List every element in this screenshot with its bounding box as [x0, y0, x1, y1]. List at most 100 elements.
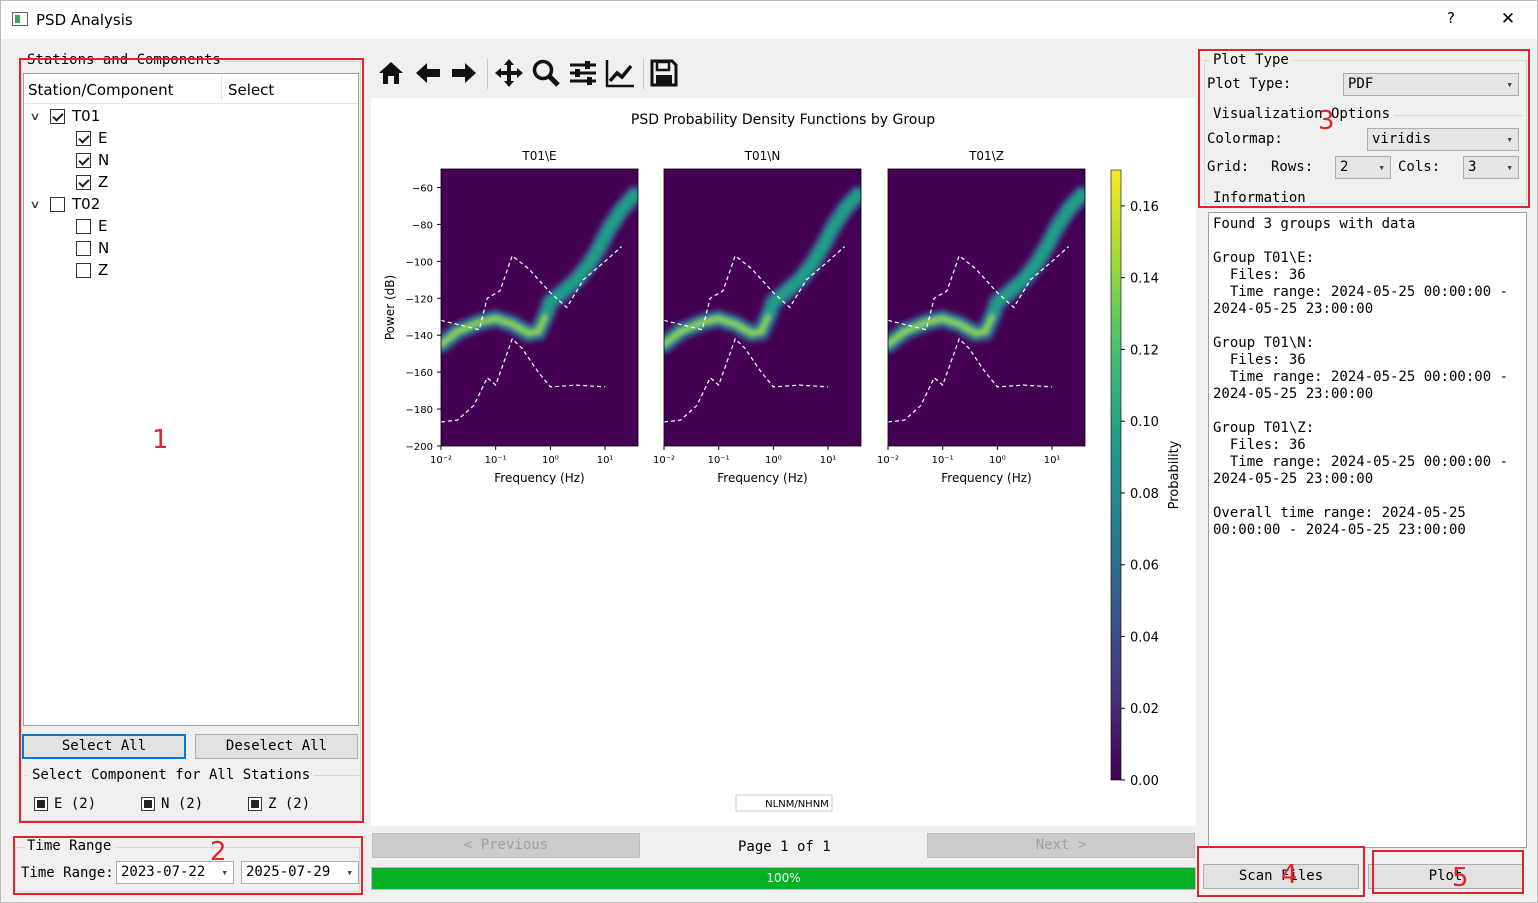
time-range-label: Time Range:: [21, 865, 114, 881]
plot-type-group-title: Plot Type: [1209, 52, 1293, 68]
x-tick-label: 10¹: [597, 455, 614, 466]
subplot-1: [437, 168, 639, 450]
legend-label: NLNM/NHNM: [765, 799, 829, 810]
component-z-checkbox[interactable]: Z (2): [248, 796, 310, 812]
component-label: E: [98, 129, 108, 147]
plot-type-select[interactable]: PDF ▾: [1343, 73, 1519, 96]
edit-axes-icon[interactable]: [604, 57, 636, 89]
tree-component-1-2[interactable]: Z: [76, 260, 108, 280]
component-checkbox[interactable]: [76, 240, 91, 256]
plot-button[interactable]: Plot: [1368, 864, 1523, 889]
time-range-group-title: Time Range: [23, 838, 116, 854]
title-bar: PSD Analysis ? ✕: [1, 1, 1537, 39]
component-checkbox[interactable]: [76, 152, 91, 168]
previous-page-button[interactable]: < Previous: [372, 833, 640, 858]
component-group-title: Select Component for All Stations: [28, 767, 315, 783]
cols-spinbox[interactable]: 3 ▾: [1463, 156, 1519, 179]
stations-group-title: Stations and Components: [23, 52, 225, 68]
y-tick-label: −60: [412, 183, 433, 194]
x-tick-label: 10⁰: [542, 455, 559, 466]
component-checkbox[interactable]: [76, 130, 91, 146]
rows-spinbox[interactable]: 2 ▾: [1335, 156, 1391, 179]
home-icon[interactable]: [375, 57, 407, 89]
pan-icon[interactable]: [493, 57, 525, 89]
figure-title: PSD Probability Density Functions by Gro…: [631, 112, 935, 128]
plot-canvas[interactable]: PSD Probability Density Functions by Gro…: [371, 98, 1196, 826]
end-date-field[interactable]: 2025-07-29 ▾: [241, 861, 359, 884]
x-tick-label: 10¹: [1044, 455, 1061, 466]
component-label: N: [98, 239, 110, 257]
colorbar-tick-label: 0.16: [1130, 200, 1159, 215]
forward-icon[interactable]: [448, 57, 480, 89]
pdf-peak: [664, 314, 771, 347]
plot-type-label: Plot Type:: [1207, 76, 1292, 92]
configure-subplots-icon[interactable]: [567, 57, 599, 89]
station-checkbox[interactable]: [50, 108, 65, 124]
help-button[interactable]: ?: [1447, 9, 1455, 27]
next-page-button[interactable]: Next >: [927, 833, 1195, 858]
colorbar-tick-label: 0.06: [1130, 559, 1159, 574]
colorbar-tick-label: 0.00: [1130, 774, 1159, 789]
app-icon: [12, 12, 28, 26]
x-tick-label: 10⁰: [989, 455, 1006, 466]
colorbar-tick-label: 0.04: [1130, 630, 1159, 645]
rows-label: Rows:: [1271, 159, 1314, 175]
pdf-peak: [441, 314, 548, 347]
chevron-down-icon[interactable]: ∨: [29, 109, 41, 123]
component-e-checkbox[interactable]: E (2): [34, 796, 96, 812]
x-tick-label: 10⁻²: [877, 455, 899, 466]
information-text[interactable]: Found 3 groups with data Group T01\E: Fi…: [1208, 212, 1527, 848]
tree-component-0-0[interactable]: E: [76, 128, 107, 148]
tree-component-0-2[interactable]: Z: [76, 172, 108, 192]
tree-component-0-1[interactable]: N: [76, 150, 109, 170]
component-checkbox[interactable]: [76, 262, 91, 278]
progress-text: 100%: [766, 871, 801, 885]
nlnm-line: [441, 337, 606, 423]
y-tick-label: −180: [406, 405, 433, 416]
station-label: T01: [72, 107, 101, 125]
nhnm-line: [888, 246, 1069, 331]
col-select-header[interactable]: Select: [228, 81, 275, 99]
tree-component-1-0[interactable]: E: [76, 216, 107, 236]
component-checkbox[interactable]: [76, 174, 91, 190]
scan-files-button[interactable]: Scan Files: [1203, 864, 1359, 889]
station-tree[interactable]: Station/Component Select ∨ T01 E N Z ∨ T02 E N Z: [23, 73, 359, 726]
zoom-icon[interactable]: [530, 57, 562, 89]
y-tick-label: −100: [406, 257, 433, 268]
colorbar-tick-label: 0.10: [1130, 415, 1159, 430]
subplot-3: [887, 168, 1086, 450]
y-tick-label: −80: [412, 220, 433, 231]
component-n-checkbox[interactable]: N (2): [141, 796, 203, 812]
tree-station-0[interactable]: ∨ T01: [28, 106, 100, 126]
component-label: N: [98, 151, 110, 169]
x-tick-label: 10⁻¹: [708, 455, 730, 466]
save-icon[interactable]: [648, 57, 680, 89]
psd-figure: PSD Probability Density Functions by Gro…: [383, 112, 1182, 812]
station-checkbox[interactable]: [50, 196, 65, 212]
y-tick-label: −200: [406, 442, 433, 453]
colorbar-label: Probability: [1167, 440, 1182, 509]
x-tick-label: 10⁻²: [430, 455, 452, 466]
deselect-all-button[interactable]: Deselect All: [195, 734, 358, 759]
pdf-peak: [888, 314, 995, 347]
information-title: Information: [1209, 190, 1310, 206]
nlnm-line: [888, 337, 1053, 423]
start-date-field[interactable]: 2023-07-22 ▾: [116, 861, 234, 884]
colormap-select[interactable]: viridis ▾: [1367, 128, 1519, 151]
col-station-header[interactable]: Station/Component: [28, 81, 174, 99]
x-tick-label: 10⁰: [765, 455, 782, 466]
tree-component-1-1[interactable]: N: [76, 238, 109, 258]
select-all-button[interactable]: Select All: [22, 734, 186, 759]
colorbar: [1110, 169, 1122, 781]
subplot-title-3: T01\Z: [968, 149, 1004, 163]
colormap-label: Colormap:: [1207, 131, 1283, 147]
colorbar-tick-label: 0.02: [1130, 702, 1159, 717]
x-tick-label: 10¹: [820, 455, 837, 466]
x-axis-label: Frequency (Hz): [941, 471, 1032, 485]
tree-station-1[interactable]: ∨ T02: [28, 194, 100, 214]
chevron-down-icon[interactable]: ∨: [29, 197, 41, 211]
colorbar-tick-label: 0.12: [1130, 343, 1159, 358]
component-checkbox[interactable]: [76, 218, 91, 234]
back-icon[interactable]: [412, 57, 444, 89]
close-button[interactable]: ✕: [1500, 9, 1516, 29]
